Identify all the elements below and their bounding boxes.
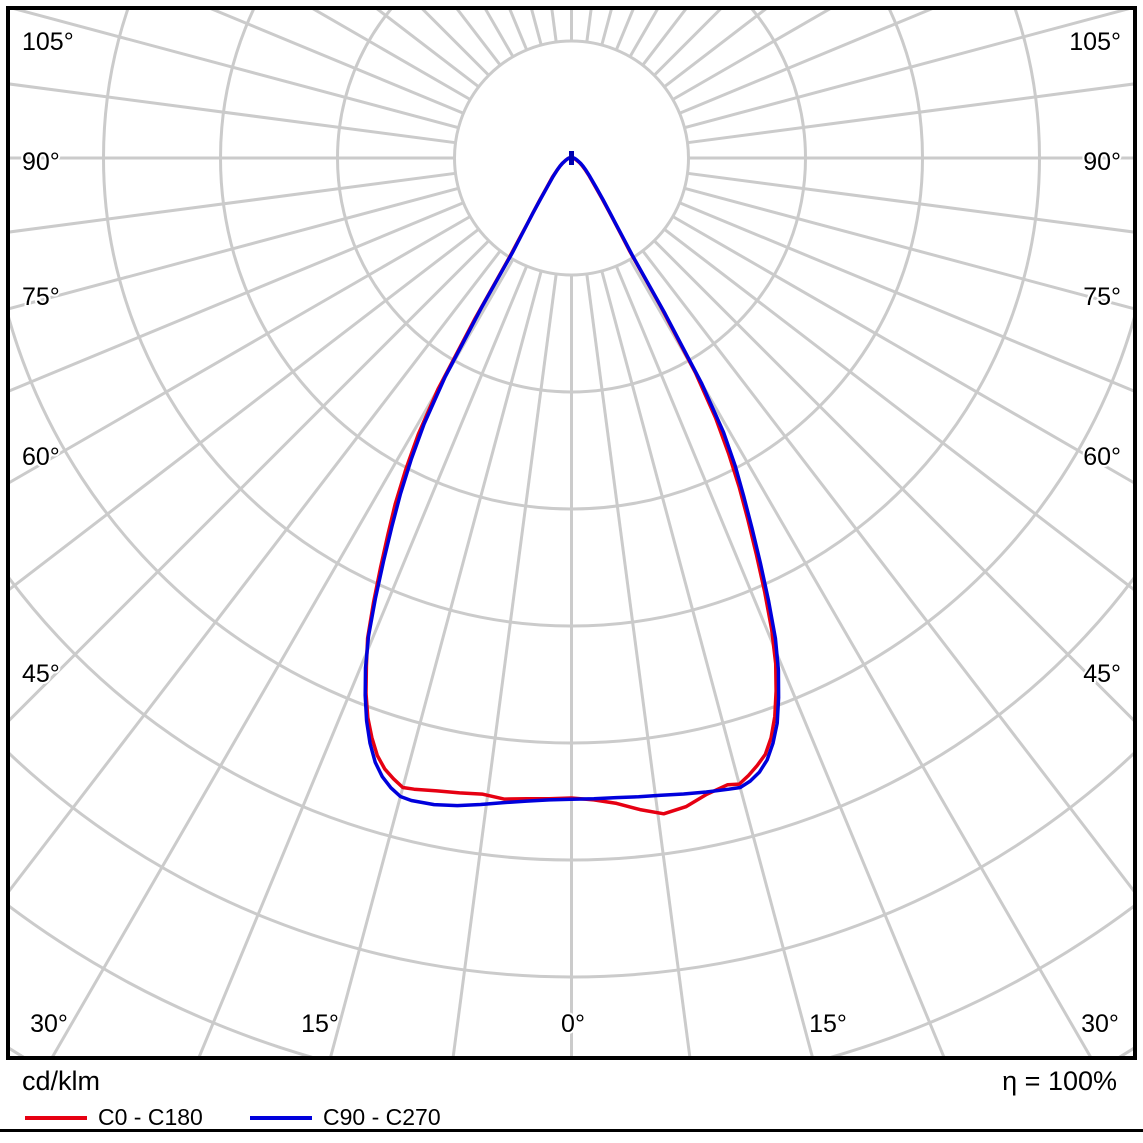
grid-radial-line	[672, 215, 1133, 484]
legend-line-c90-c270	[250, 1115, 312, 1120]
legend-line-c0-c180	[25, 1115, 87, 1120]
angle-label-left-4: 45°	[22, 660, 60, 688]
grid-radial-line	[10, 228, 480, 591]
legend-label-c90-c270: C90 - C270	[323, 1104, 441, 1130]
angle-label-left-1: 90°	[22, 148, 60, 176]
angle-label-right-0: 105°	[1069, 28, 1121, 56]
angle-label-right-3: 60°	[1083, 443, 1121, 471]
grid-radial-line	[641, 249, 1133, 893]
angle-label-left-0: 105°	[22, 28, 74, 56]
grid-radial-line	[197, 265, 529, 1056]
bottom-divider	[0, 1129, 1143, 1132]
grid-radial-line	[10, 215, 471, 484]
grid-radial-line	[451, 273, 558, 1056]
grid-radial-line	[687, 171, 1133, 234]
legend-label-c0-c180: C0 - C180	[98, 1104, 203, 1130]
grid-radial-line	[684, 10, 1130, 130]
curves	[363, 151, 781, 816]
grid-radial-line	[210, 10, 464, 115]
grid-radial-line	[51, 258, 515, 1056]
angle-label-bottom-1: 15°	[301, 1010, 339, 1038]
legend-item-c0-c180: C0 - C180	[25, 1104, 250, 1131]
angle-label-bottom-2: 0°	[561, 1010, 585, 1038]
grid-radial-line	[653, 239, 1133, 722]
angle-label-bottom-3: 15°	[809, 1010, 847, 1038]
curve-peak-tick	[569, 151, 574, 165]
unit-label: cd/klm	[22, 1066, 101, 1096]
grid-radial-line	[600, 270, 814, 1056]
efficiency-label: η = 100%	[1002, 1066, 1117, 1096]
angle-label-right-4: 45°	[1083, 660, 1121, 688]
grid-radial-line	[10, 239, 490, 722]
angle-label-bottom-0: 30°	[30, 1010, 68, 1038]
plot-frame	[6, 6, 1137, 1060]
grid-radial-line	[663, 228, 1133, 591]
legend-item-c90-c270: C90 - C270	[250, 1104, 475, 1131]
grid-radial-line	[679, 201, 1133, 393]
angle-label-left-2: 75°	[22, 283, 60, 311]
grid-radial-line	[10, 201, 464, 393]
angle-label-left-3: 60°	[22, 443, 60, 471]
grid-radial-line	[10, 171, 456, 234]
angle-label-right-2: 75°	[1083, 283, 1121, 311]
grid-radial-line	[329, 270, 543, 1056]
grid-radial-line	[10, 249, 502, 893]
grid-radial-line	[10, 186, 459, 311]
legend: C0 - C180 C90 - C270	[25, 1104, 475, 1131]
angle-label-right-1: 90°	[1083, 148, 1121, 176]
grid-radial-line	[10, 82, 456, 145]
grid-radial-line	[585, 273, 692, 1056]
grid-radial-line	[628, 258, 1092, 1056]
grid-radial-line	[614, 265, 946, 1056]
angle-label-bottom-4: 30°	[1081, 1010, 1119, 1038]
grid-radial-line	[679, 10, 933, 115]
grid-radial-line	[687, 82, 1133, 145]
grid-radial-line	[13, 10, 459, 130]
grid-radial-line	[684, 186, 1133, 311]
curve-c90-c270	[363, 156, 781, 808]
